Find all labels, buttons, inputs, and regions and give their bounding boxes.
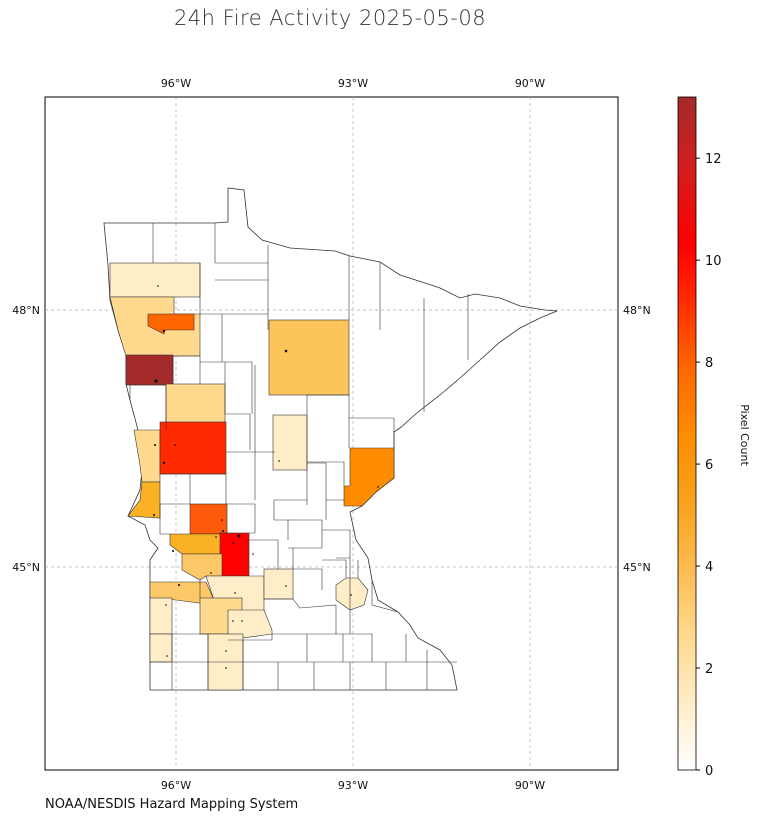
county-fill bbox=[268, 319, 350, 396]
colorbar-tick-label: 6 bbox=[705, 458, 713, 473]
map-title: 24h Fire Activity 2025-05-08 bbox=[173, 6, 487, 30]
county-boundaries bbox=[129, 223, 469, 690]
lon-tick-top-96: 96°W bbox=[161, 77, 191, 90]
lon-tick-bottom-90: 90°W bbox=[515, 779, 545, 792]
lat-tick-left-48: 48°N bbox=[12, 304, 40, 317]
county-fill bbox=[159, 421, 227, 475]
lon-tick-bottom-96: 96°W bbox=[161, 779, 191, 792]
fire-detections bbox=[153, 285, 379, 669]
colorbar-label: Pixel Count bbox=[738, 404, 751, 466]
fire-counties bbox=[109, 262, 395, 691]
colorbar-tick-label: 8 bbox=[705, 356, 713, 371]
colorbar-tick-label: 12 bbox=[705, 152, 722, 167]
county-fill bbox=[263, 568, 294, 600]
colorbar-ticks: 0 2 4 6 8 10 12 bbox=[696, 152, 722, 779]
county-fill bbox=[272, 414, 308, 471]
colorbar-tick-label: 2 bbox=[705, 662, 713, 677]
lon-tick-top-93: 93°W bbox=[338, 77, 368, 90]
data-source-credit: NOAA/NESDIS Hazard Mapping System bbox=[45, 797, 299, 812]
county-fill bbox=[149, 597, 173, 635]
county-fill bbox=[219, 532, 250, 577]
colorbar bbox=[677, 96, 697, 771]
county-fill bbox=[125, 354, 174, 386]
county-fill bbox=[165, 383, 226, 424]
lat-tick-right-45: 45°N bbox=[623, 561, 651, 574]
county-fill bbox=[127, 481, 161, 519]
county-fill bbox=[343, 447, 395, 507]
lat-tick-left-45: 45°N bbox=[12, 561, 40, 574]
county-fill bbox=[335, 577, 369, 611]
county-fill bbox=[189, 503, 228, 535]
county-fill bbox=[169, 533, 223, 555]
colorbar-tick-label: 10 bbox=[705, 254, 722, 269]
lon-tick-top-90: 90°W bbox=[515, 77, 545, 90]
lat-tick-right-48: 48°N bbox=[623, 304, 651, 317]
colorbar-tick-label: 4 bbox=[705, 560, 713, 575]
lon-tick-bottom-93: 93°W bbox=[338, 779, 368, 792]
colorbar-tick-label: 0 bbox=[705, 764, 713, 779]
county-fill bbox=[109, 262, 201, 298]
county-fill bbox=[149, 633, 173, 663]
map-frame bbox=[44, 96, 619, 771]
